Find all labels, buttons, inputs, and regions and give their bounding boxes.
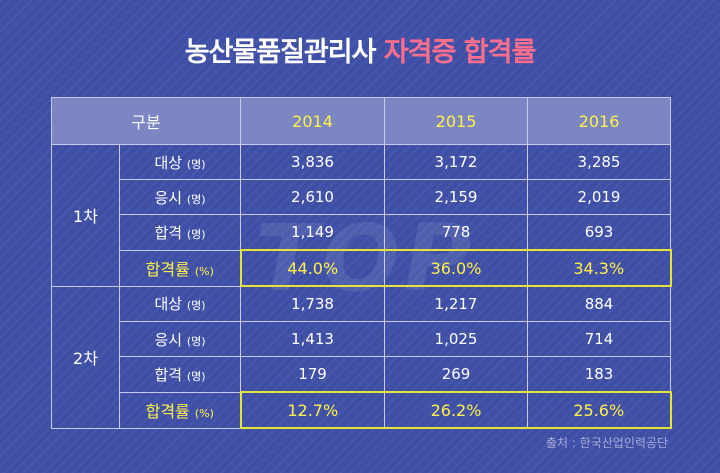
row-label: 합격 (명) — [118, 356, 242, 393]
pass-rate-cell: 34.3% — [527, 249, 672, 287]
group-label-1: 1차 — [51, 144, 120, 287]
header-category: 구분 — [50, 97, 242, 145]
table-cell: 3,836 — [240, 144, 386, 180]
table-cell: 2,610 — [240, 179, 386, 215]
page-title: 농산물품질관리사 자격증 합격률 — [0, 30, 720, 69]
pass-rate-cell: 36.0% — [384, 249, 529, 287]
table-cell: 1,149 — [240, 214, 386, 251]
group-label-2: 2차 — [51, 285, 120, 429]
table-cell: 3,172 — [384, 144, 529, 180]
header-year-2015: 2015 — [384, 97, 529, 145]
table-row: 2차 대상 (명) 1,738 1,217 884 — [51, 285, 672, 429]
table-row: 합격 (명) 1,149 778 693 — [52, 214, 672, 251]
table-cell: 1,025 — [384, 321, 529, 357]
title-main: 농산물품질관리사 — [184, 37, 377, 68]
table-cell: 778 — [384, 214, 529, 251]
table-cell: 183 — [527, 356, 672, 393]
table-row: 응시 (명) 1,413 1,025 714 — [52, 321, 672, 357]
table-cell: 1,738 — [240, 285, 386, 322]
pass-rate-row: 합격률 (%) 44.0% 36.0% 34.3% — [52, 249, 672, 287]
title-accent: 자격증 합격률 — [383, 37, 536, 68]
pass-rate-cell: 12.7% — [239, 391, 386, 429]
table-cell: 1,413 — [240, 321, 386, 357]
table-cell: 884 — [527, 285, 672, 322]
header-year-2014: 2014 — [240, 97, 386, 145]
pass-rate-row: 합격률 (%) 12.7% 26.2% 25.6% — [52, 391, 672, 429]
pass-rate-cell: 26.2% — [384, 391, 529, 429]
row-label: 응시 (명) — [118, 321, 242, 357]
table-cell: 179 — [240, 356, 386, 393]
table-cell: 2,159 — [384, 179, 529, 215]
table-row: 응시 (명) 2,610 2,159 2,019 — [52, 179, 672, 215]
header-year-2016: 2016 — [527, 97, 672, 145]
table-cell: 693 — [527, 214, 672, 251]
pass-rate-cell: 44.0% — [239, 249, 386, 287]
row-label: 합격 (명) — [118, 214, 242, 251]
table-header-row: 구분 2014 2015 2016 — [50, 97, 672, 145]
table-row: 합격 (명) 179 269 183 — [52, 356, 672, 393]
table-cell: 269 — [384, 356, 529, 393]
row-label: 합격률 (%) — [118, 391, 242, 429]
table-cell: 2,019 — [527, 179, 672, 215]
pass-rate-cell: 25.6% — [527, 391, 672, 429]
table-cell: 3,285 — [527, 144, 672, 180]
row-label: 합격률 (%) — [118, 249, 242, 287]
table-row: 1차 대상 (명) 3,836 3,172 3,285 — [51, 144, 672, 287]
row-label: 응시 (명) — [118, 179, 242, 215]
row-label: 대상 (명) — [118, 285, 242, 322]
pass-rate-table: 구분 2014 2015 2016 1차 대상 (명) 3,836 3,172 … — [50, 97, 672, 429]
table-cell: 714 — [527, 321, 672, 357]
row-label: 대상 (명) — [118, 144, 242, 180]
table-cell: 1,217 — [384, 285, 529, 322]
source-note: 출처 : 한국산업인력공단 — [545, 436, 668, 450]
